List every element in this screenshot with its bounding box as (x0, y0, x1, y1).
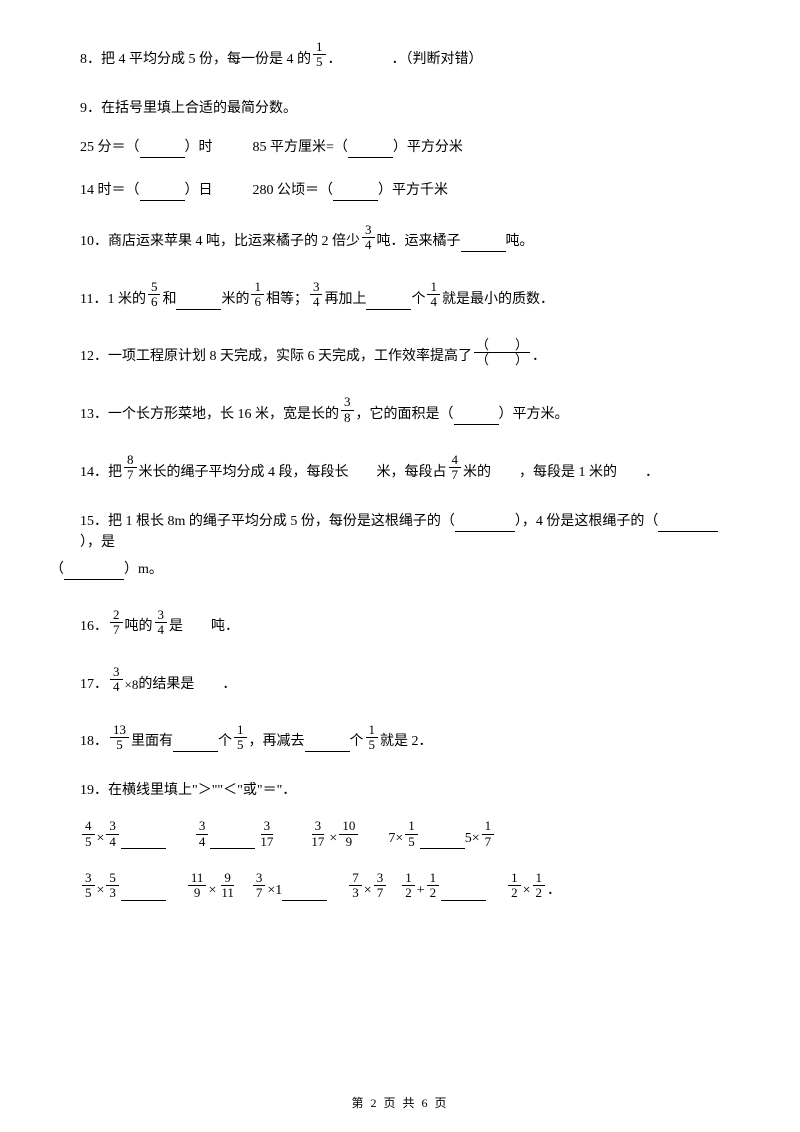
q9-intro: ．在括号里填上合适的最简分数。 (87, 98, 297, 119)
blank[interactable] (333, 187, 378, 201)
q14-num: 14 (80, 462, 94, 483)
question-10: 10 ．商店运来苹果 4 吨，比运来橘子的 2 倍少 3 4 吨．运来橘子 吨。 (80, 223, 750, 253)
blank[interactable] (454, 411, 499, 425)
q12-num: 12 (80, 346, 94, 367)
blank[interactable] (140, 144, 185, 158)
q10-num: 10 (80, 231, 94, 252)
compare-blank[interactable] (420, 835, 465, 849)
blank[interactable] (305, 738, 350, 752)
q11-num: 11 (80, 289, 93, 310)
question-13: 13 ．一个长方形菜地，长 16 米，宽是长的 38 ，它的面积是（ ）平方米。 (80, 395, 750, 425)
q18-num: 18 (80, 731, 94, 752)
question-19-intro: 19 ．在横线里填上"＞""＜"或"＝"． (80, 780, 750, 801)
q16-num: 16 (80, 616, 94, 637)
compare-blank[interactable] (441, 887, 486, 901)
blank[interactable] (461, 238, 506, 252)
blank[interactable] (64, 566, 124, 580)
compare-blank[interactable] (121, 887, 166, 901)
blank[interactable] (366, 296, 411, 310)
paren-fraction-blank[interactable]: （ ） （ ） (474, 338, 530, 368)
blank[interactable] (348, 144, 393, 158)
q8-num: 8 (80, 49, 87, 70)
blank[interactable] (176, 296, 221, 310)
blank[interactable] (658, 518, 718, 532)
question-18: 18 ． 135 里面有 个 15 ，再减去 个 15 就是 2． (80, 723, 750, 753)
q8-frac: 1 5 (313, 40, 326, 70)
question-16: 16 ． 27 吨的 34 是 吨． (80, 608, 750, 638)
page-footer: 第 2 页 共 6 页 (0, 1094, 800, 1112)
q13-num: 13 (80, 404, 94, 425)
q15-num: 15 (80, 511, 94, 532)
q19-row1: 45 × 34 34 317 317 × 109 7× 15 5× 17 (80, 819, 750, 849)
question-11: 11 ．1 米的 56 和 米的 16 相等； 34 再加上 个 14 就是最小… (80, 280, 750, 310)
q9-line1: 25 分＝（）时 85 平方厘米=（）平方分米 (80, 137, 750, 158)
blank[interactable] (173, 738, 218, 752)
compare-blank[interactable] (210, 835, 255, 849)
q8-pre: ．把 4 平均分成 5 份，每一份是 4 的 (87, 49, 311, 70)
q8-note: ．（判断对错） (392, 49, 483, 70)
blank[interactable] (455, 518, 515, 532)
question-8: 8 ．把 4 平均分成 5 份，每一份是 4 的 1 5 ． ．（判断对错） (80, 40, 750, 70)
q19-row2: 35 × 53 119 × 911 37 ×1 73 × 37 12 + 12 … (80, 871, 750, 901)
question-14: 14 ．把 87 米长的绳子平均分成 4 段，每段长 米，每段占 47 米的 ，… (80, 453, 750, 483)
question-17: 17 ． 34 ×8 的结果是 ． (80, 665, 750, 695)
question-12: 12 ．一项工程原计划 8 天完成，实际 6 天完成，工作效率提高了 （ ） （… (80, 338, 750, 368)
question-9-intro: 9 ．在括号里填上合适的最简分数。 (80, 98, 750, 119)
q8-post: ． (328, 49, 342, 70)
q19-num: 19 (80, 780, 94, 801)
compare-blank[interactable] (282, 887, 327, 901)
q17-num: 17 (80, 674, 94, 695)
q10-frac: 3 4 (362, 223, 375, 253)
q9-line2: 14 时＝（）日 280 公顷＝（）平方千米 (80, 180, 750, 201)
question-15-line2: （ ）m。 (50, 559, 750, 580)
compare-blank[interactable] (121, 835, 166, 849)
q9-num: 9 (80, 98, 87, 119)
blank[interactable] (140, 187, 185, 201)
question-15-line1: 15 ．把 1 根长 8m 的绳子平均分成 5 份，每份是这根绳子的（ ），4 … (80, 511, 750, 553)
